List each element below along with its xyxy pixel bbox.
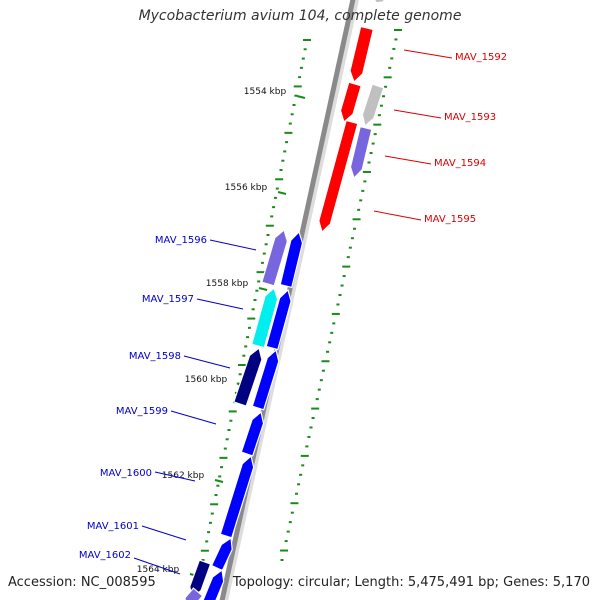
gene-arrow-mav-1592-body [349,25,375,84]
gene-label-mav-1601: MAV_1601 [87,521,139,532]
gene-arrow-mav-1594-body [349,125,373,180]
gene-label-mav-1602: MAV_1602 [79,550,131,561]
gene-arrow-mav-1592-tail-body [373,0,385,4]
gene-arrow-mav-1597b-body [265,288,292,351]
gene-arrow-mav-1598 [233,346,263,407]
gene-arrow-mav-1599-body [240,410,265,457]
gene-leader-line [154,471,196,482]
gene-arrow-mav-1600-body [219,454,255,539]
gene-arrow-mav-1598b-body [251,348,280,411]
gene-leader-line [141,525,187,541]
kbp-label: 1556 kbp [225,183,268,193]
gene-arrow-mav-1602-body [202,568,225,600]
gene-arrow-mav-1597-body [250,286,279,349]
gene-arrow-mav-1595 [318,119,359,234]
gene-arrow-mav-1596-body [261,228,289,287]
gene-arrow-mav-1601 [210,536,233,572]
kbp-label: 1562 kbp [162,471,205,481]
gene-arrow-mav-1593-body [361,83,385,128]
gene-label-mav-1597: MAV_1597 [142,294,194,305]
gene-leader-line [373,210,422,221]
kbp-label: 1558 kbp [206,279,249,289]
gene-label-mav-1595: MAV_1595 [424,214,476,225]
gene-arrow-mav-1594 [349,125,373,180]
gene-arrow-mav-1601-body [210,536,233,572]
gene-leader-line [183,355,231,369]
gene-arrow-mav-1592b-body [339,81,362,124]
gene-arrow-mav-1598b [251,348,280,411]
kbp-label: 1560 kbp [185,375,228,385]
gene-arrow-mav-1602 [202,568,225,600]
gene-leader-line [133,557,181,575]
gene-arrow-mav-1596 [261,228,289,287]
gene-arrow-mav-1600 [219,454,255,539]
kbp-major-tick [277,191,287,195]
gene-label-mav-1592: MAV_1592 [455,52,507,63]
gene-leader-line [384,155,432,165]
inner-scale-ticks [200,39,311,561]
gene-arrow-mav-1602c [184,587,204,600]
gene-label-mav-1594: MAV_1594 [434,158,486,169]
kbp-label: 1554 kbp [244,87,287,97]
gene-label-mav-1600: MAV_1600 [100,468,152,479]
gene-arrow-mav-1592 [349,25,375,84]
gene-arrow-mav-1599 [240,410,265,457]
map-title: Mycobacterium avium 104, complete genome [138,8,462,24]
kbp-major-tick [296,95,306,99]
gene-leader-line [403,49,453,59]
gene-arrow-mav-1597b [265,288,292,351]
outer-scale-ticks [280,29,402,561]
gene-arrow-mav-1595-body [318,119,359,234]
gene-arrow-mav-1602c-body [184,587,204,600]
gene-arrow-mav-1592-tail [373,0,385,4]
gene-leader-line [393,109,442,119]
gene-label-mav-1596: MAV_1596 [155,235,207,246]
gene-label-mav-1598: MAV_1598 [129,351,181,362]
accession-label: Accession: NC_008595 [8,575,156,590]
gene-arrow-mav-1597 [250,286,279,349]
kbp-label: 1564 kbp [137,565,180,575]
gene-arrow-mav-1592b [339,81,362,124]
gene-label-mav-1593: MAV_1593 [444,112,496,123]
gene-leader-line [170,410,217,425]
gene-label-mav-1599: MAV_1599 [116,406,168,417]
gene-arrow-mav-1593 [361,83,385,128]
gene-arrow-mav-1596b [279,230,304,289]
gene-leader-line [196,298,244,310]
gene-leader-line [209,239,257,251]
kbp-major-tick [214,479,224,483]
gene-arrow-mav-1598-body [233,346,263,407]
genome-summary: Topology: circular; Length: 5,475,491 bp… [232,575,590,590]
gene-arrow-mav-1596b-body [279,230,304,289]
kbp-major-tick [258,287,268,291]
